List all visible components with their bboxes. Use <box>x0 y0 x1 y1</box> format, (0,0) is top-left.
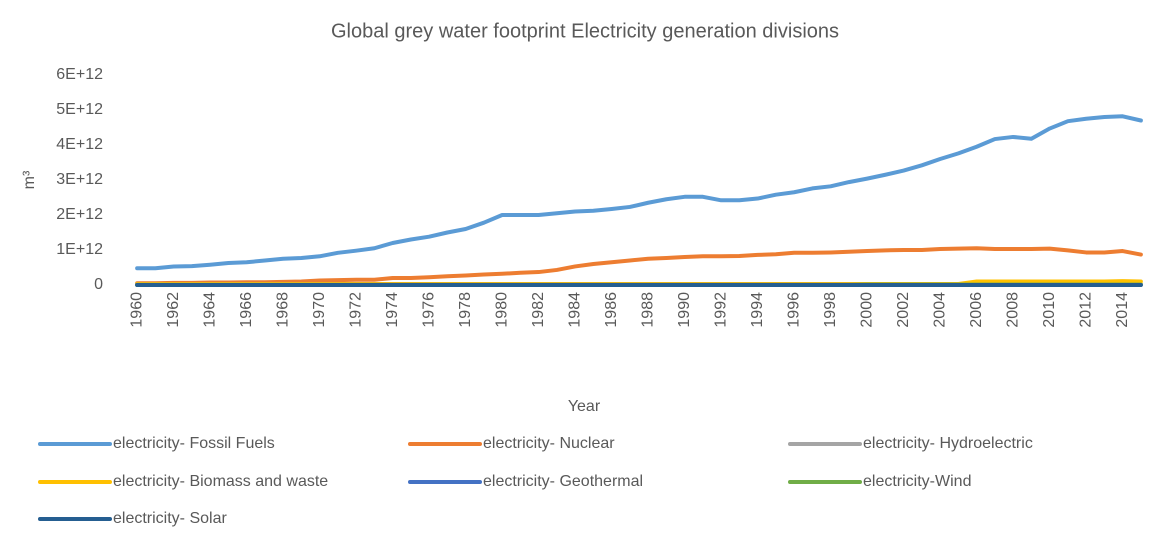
x-tick-label: 1964 <box>201 292 218 328</box>
y-tick-label: 1E+12 <box>56 241 103 258</box>
x-tick-label: 1984 <box>566 292 583 328</box>
x-tick-label: 1998 <box>822 292 839 328</box>
x-tick-label: 1962 <box>165 292 182 328</box>
y-tick-label: 4E+12 <box>56 136 103 153</box>
legend-label: electricity- Geothermal <box>483 473 643 490</box>
x-tick-label: 1986 <box>603 292 620 328</box>
x-tick-label: 2000 <box>858 292 875 328</box>
x-axis-label: Year <box>568 398 601 415</box>
x-tick-label: 2002 <box>895 292 912 328</box>
x-tick-label: 2006 <box>968 292 985 328</box>
x-tick-label: 1990 <box>676 292 693 328</box>
x-tick-label: 2012 <box>1077 292 1094 328</box>
x-tick-label: 1968 <box>274 292 291 328</box>
x-tick-label: 2010 <box>1041 292 1058 328</box>
legend-label: electricity- Fossil Fuels <box>113 435 275 452</box>
x-tick-label: 1970 <box>311 292 328 328</box>
y-tick-label: 3E+12 <box>56 171 103 188</box>
y-axis-label: m³ <box>21 170 38 189</box>
series-line <box>135 114 1143 271</box>
x-tick-label: 1966 <box>238 292 255 328</box>
x-tick-label: 1960 <box>128 292 145 328</box>
y-tick-label: 2E+12 <box>56 206 103 223</box>
x-tick-label: 1974 <box>384 292 401 328</box>
x-tick-label: 1982 <box>530 292 547 328</box>
x-tick-label: 1996 <box>785 292 802 328</box>
x-tick-label: 1994 <box>749 292 766 328</box>
legend-label: electricity- Biomass and waste <box>113 473 328 490</box>
chart-title: Global grey water footprint Electricity … <box>331 20 839 42</box>
legend-label: electricity- Solar <box>113 510 227 527</box>
x-tick-label: 2008 <box>1004 292 1021 328</box>
legend-label: electricity- Nuclear <box>483 435 615 452</box>
y-tick-label: 6E+12 <box>56 66 103 83</box>
x-tick-label: 1976 <box>420 292 437 328</box>
x-tick-label: 1992 <box>712 292 729 328</box>
x-tick-label: 1978 <box>457 292 474 328</box>
legend-label: electricity- Hydroelectric <box>863 435 1033 452</box>
legend-label: electricity-Wind <box>863 473 971 490</box>
x-tick-label: 2004 <box>931 292 948 328</box>
series-line <box>135 246 1143 286</box>
x-tick-label: 1988 <box>639 292 656 328</box>
x-tick-label: 1972 <box>347 292 364 328</box>
x-tick-label: 2014 <box>1114 292 1131 328</box>
x-tick-label: 1980 <box>493 292 510 328</box>
y-tick-label: 5E+12 <box>56 101 103 118</box>
y-tick-label: 0 <box>94 276 103 293</box>
